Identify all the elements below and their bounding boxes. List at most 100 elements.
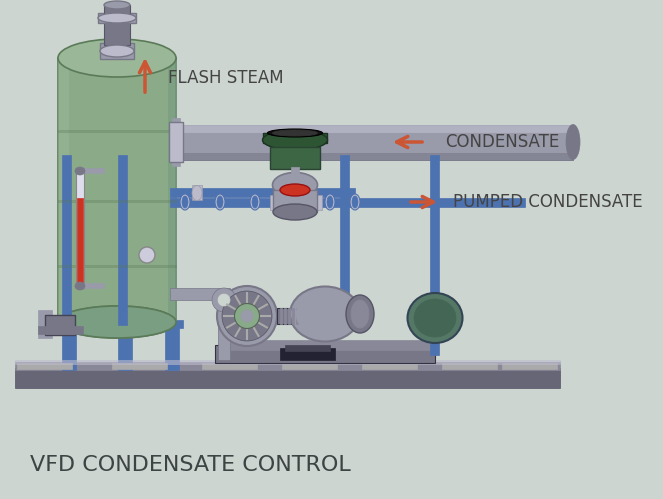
Bar [170, 198, 525, 207]
Bar [100, 43, 134, 59]
Bar [17, 363, 72, 369]
Ellipse shape [218, 294, 230, 306]
Bar [270, 195, 282, 210]
Bar [161, 320, 183, 328]
Bar [183, 125, 573, 160]
Ellipse shape [267, 129, 322, 137]
Bar [192, 185, 202, 200]
Ellipse shape [98, 13, 136, 23]
Bar [58, 265, 176, 267]
Bar [15, 362, 560, 370]
Bar [169, 122, 183, 162]
Ellipse shape [250, 194, 260, 210]
Ellipse shape [273, 204, 317, 220]
Bar [430, 155, 439, 355]
Bar [273, 190, 317, 212]
Bar [285, 345, 330, 351]
Ellipse shape [58, 39, 176, 77]
Bar [288, 308, 290, 324]
Bar [291, 167, 299, 189]
Ellipse shape [192, 186, 202, 201]
Ellipse shape [414, 299, 456, 337]
Ellipse shape [325, 194, 335, 210]
Ellipse shape [346, 295, 374, 333]
Ellipse shape [58, 306, 176, 338]
Bar [76, 168, 84, 288]
Ellipse shape [215, 194, 225, 210]
Bar [15, 368, 560, 388]
Text: CONDENSATE: CONDENSATE [445, 133, 560, 151]
Ellipse shape [222, 291, 272, 341]
Bar [296, 308, 298, 324]
Ellipse shape [408, 293, 463, 343]
Ellipse shape [280, 184, 310, 196]
Bar [112, 363, 167, 369]
Ellipse shape [351, 300, 369, 328]
Bar [77, 198, 83, 286]
Bar [277, 308, 302, 324]
Bar [98, 13, 136, 23]
Bar [58, 58, 176, 322]
Ellipse shape [104, 1, 130, 9]
Ellipse shape [58, 306, 176, 338]
Bar [62, 325, 76, 370]
Ellipse shape [327, 196, 333, 208]
Bar [114, 320, 136, 328]
Bar [280, 308, 282, 324]
Ellipse shape [75, 167, 85, 175]
Ellipse shape [296, 292, 354, 335]
Ellipse shape [212, 288, 236, 312]
Bar [62, 155, 71, 325]
Text: PUMPED CONDENSATE: PUMPED CONDENSATE [453, 193, 642, 211]
Bar [15, 360, 560, 364]
Bar [218, 300, 230, 360]
Ellipse shape [100, 45, 134, 57]
Bar [263, 133, 327, 143]
Ellipse shape [263, 130, 328, 150]
Bar [58, 60, 68, 320]
Bar [58, 320, 80, 328]
Ellipse shape [290, 286, 360, 341]
Bar [183, 153, 573, 160]
Ellipse shape [180, 194, 190, 210]
Bar [84, 168, 104, 173]
Ellipse shape [272, 173, 318, 198]
Bar [170, 188, 355, 197]
Text: VFD CONDENSATE CONTROL: VFD CONDENSATE CONTROL [30, 455, 351, 475]
Bar [215, 345, 435, 363]
Bar [362, 363, 417, 369]
Circle shape [139, 247, 155, 263]
Text: FLASH STEAM: FLASH STEAM [168, 69, 284, 87]
Bar [58, 130, 176, 132]
Bar [270, 147, 320, 169]
Bar [84, 283, 104, 288]
Bar [45, 315, 75, 335]
Bar [104, 5, 130, 15]
Bar [442, 363, 497, 369]
Ellipse shape [350, 194, 360, 210]
Bar [284, 308, 286, 324]
Bar [310, 195, 322, 210]
Bar [104, 20, 130, 45]
Bar [118, 325, 132, 370]
Ellipse shape [272, 130, 318, 136]
Bar [220, 340, 430, 350]
Bar [280, 348, 335, 360]
Bar [168, 60, 176, 320]
Ellipse shape [566, 124, 580, 160]
Bar [292, 308, 294, 324]
Ellipse shape [217, 286, 277, 346]
Ellipse shape [252, 196, 258, 208]
Bar [118, 155, 127, 325]
Ellipse shape [217, 196, 223, 208]
Bar [38, 310, 52, 338]
Bar [282, 363, 337, 369]
Bar [202, 363, 257, 369]
Ellipse shape [75, 282, 85, 290]
Bar [165, 325, 179, 370]
Bar [58, 200, 176, 202]
Ellipse shape [182, 196, 188, 208]
Ellipse shape [235, 303, 259, 328]
Ellipse shape [241, 310, 253, 322]
Bar [502, 363, 557, 369]
